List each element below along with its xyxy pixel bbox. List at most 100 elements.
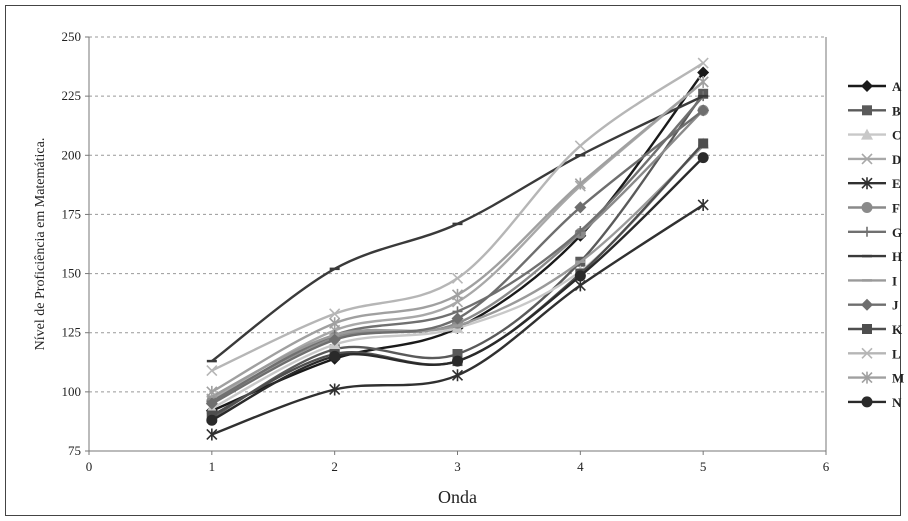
- legend-item-j: J: [848, 298, 899, 313]
- legend-item-m: M: [848, 371, 904, 386]
- point-g: [575, 225, 586, 236]
- x-tick-label: 1: [209, 459, 216, 474]
- point-l: [697, 57, 709, 69]
- series-h: [206, 94, 709, 363]
- legend-marker-d: [861, 153, 873, 165]
- legend-label-c: C: [892, 128, 901, 143]
- legend-marker-m: [861, 371, 873, 384]
- legend-label-h: H: [892, 249, 902, 264]
- legend-label-g: G: [892, 225, 902, 240]
- legend-label-n: N: [892, 395, 902, 410]
- legend-item-d: D: [848, 152, 901, 167]
- point-j: [328, 333, 341, 346]
- legend-item-c: C: [848, 128, 901, 143]
- y-tick-label: 250: [62, 29, 82, 44]
- legend-item-l: L: [848, 346, 901, 361]
- x-axis-label: Onda: [438, 487, 477, 507]
- legend-marker-n: [861, 396, 873, 408]
- legend-marker-a: [861, 80, 873, 92]
- legend-marker-j: [861, 298, 873, 311]
- legend-item-i: I: [848, 273, 897, 288]
- legend-label-f: F: [892, 201, 900, 216]
- series-m: [206, 75, 709, 398]
- series-e: [206, 198, 709, 441]
- point-n: [574, 270, 586, 282]
- legend-label-e: E: [892, 176, 901, 191]
- legend-marker-e: [861, 177, 873, 190]
- legend-label-k: K: [892, 322, 903, 337]
- legend-item-b: B: [848, 103, 901, 118]
- point-j: [697, 104, 710, 117]
- legend-item-f: F: [848, 201, 900, 216]
- point-j: [574, 201, 587, 214]
- point-n: [206, 414, 218, 426]
- y-tick-label: 125: [62, 325, 82, 340]
- point-m: [697, 75, 709, 88]
- legend-marker-f: [861, 202, 873, 213]
- y-tick-label: 175: [62, 206, 82, 221]
- point-m: [451, 288, 464, 301]
- point-e: [451, 369, 464, 382]
- legend-label-a: A: [892, 79, 902, 94]
- legend-item-a: A: [848, 79, 902, 94]
- point-k: [698, 138, 709, 149]
- axes: 75 100 125 150 175 200 225 250 0 1 2 3 4 5 6: [62, 29, 830, 474]
- x-tick-label: 0: [86, 459, 93, 474]
- point-b: [452, 349, 463, 360]
- legend-item-h: H: [848, 249, 902, 264]
- chart-frame: [5, 5, 901, 516]
- series-j: [205, 104, 710, 410]
- y-tick-label: 225: [62, 88, 82, 103]
- series-layer: [205, 57, 710, 441]
- legend-label-i: I: [892, 273, 897, 288]
- point-l: [451, 272, 464, 284]
- point-n: [452, 355, 463, 367]
- legend-label-m: M: [892, 371, 904, 386]
- y-tick-label: 150: [62, 266, 82, 281]
- point-m: [206, 385, 218, 398]
- point-n: [329, 350, 341, 362]
- legend-item-e: E: [848, 176, 901, 191]
- y-tick-label: 75: [68, 443, 81, 458]
- x-tick-label: 3: [454, 459, 461, 474]
- y-axis-label: Nível de Proficiência em Matemática.: [33, 138, 48, 351]
- point-n: [697, 152, 709, 164]
- x-tick-label: 5: [700, 459, 707, 474]
- legend-label-l: L: [892, 346, 901, 361]
- legend-marker-b: [862, 105, 872, 116]
- x-tick-label: 6: [823, 459, 830, 474]
- point-l: [574, 140, 586, 152]
- y-tick-label: 100: [62, 384, 82, 399]
- point-e: [329, 383, 341, 396]
- legend-marker-c: [861, 128, 873, 140]
- point-j: [205, 397, 218, 410]
- point-m: [574, 177, 586, 190]
- series-n: [206, 152, 709, 426]
- legend-label-j: J: [892, 298, 899, 313]
- point-e: [206, 428, 218, 441]
- point-l: [329, 308, 341, 320]
- point-e: [697, 198, 709, 211]
- point-l: [206, 365, 218, 377]
- series-line-c: [211, 142, 705, 410]
- legend-item-n: N: [848, 395, 902, 410]
- legend-item-k: K: [848, 322, 903, 337]
- legend-marker-g: [862, 226, 872, 237]
- legend-label-d: D: [892, 152, 901, 167]
- point-j: [451, 312, 464, 325]
- series-line-b: [211, 93, 705, 419]
- y-tick-label: 200: [62, 147, 82, 162]
- series-line-m: [211, 81, 704, 393]
- x-tick-label: 4: [577, 459, 584, 474]
- legend-item-g: G: [848, 225, 902, 240]
- legend-label-b: B: [892, 103, 901, 118]
- grid-lines: [89, 36, 826, 393]
- legend-marker-k: [862, 324, 872, 334]
- series-l: [206, 57, 709, 377]
- x-tick-label: 2: [331, 459, 338, 474]
- point-m: [329, 317, 341, 330]
- legend-marker-l: [861, 347, 873, 359]
- series-line-g: [211, 95, 705, 403]
